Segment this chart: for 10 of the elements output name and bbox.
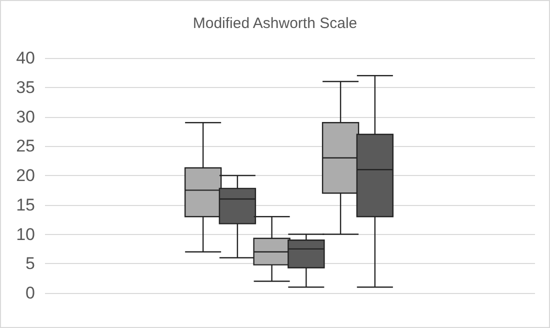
y-tick-label: 10 xyxy=(16,224,35,244)
y-tick-label: 25 xyxy=(16,136,35,156)
y-tick-label: 30 xyxy=(16,107,35,126)
y-tick-label: 40 xyxy=(16,48,35,68)
y-tick-label: 35 xyxy=(16,78,35,97)
y-tick-label: 20 xyxy=(16,166,35,185)
y-tick-label: 5 xyxy=(26,254,35,274)
y-tick-label: 15 xyxy=(16,195,35,214)
y-tick-label: 0 xyxy=(26,284,35,302)
chart-title: Modified Ashworth Scale xyxy=(192,15,358,32)
